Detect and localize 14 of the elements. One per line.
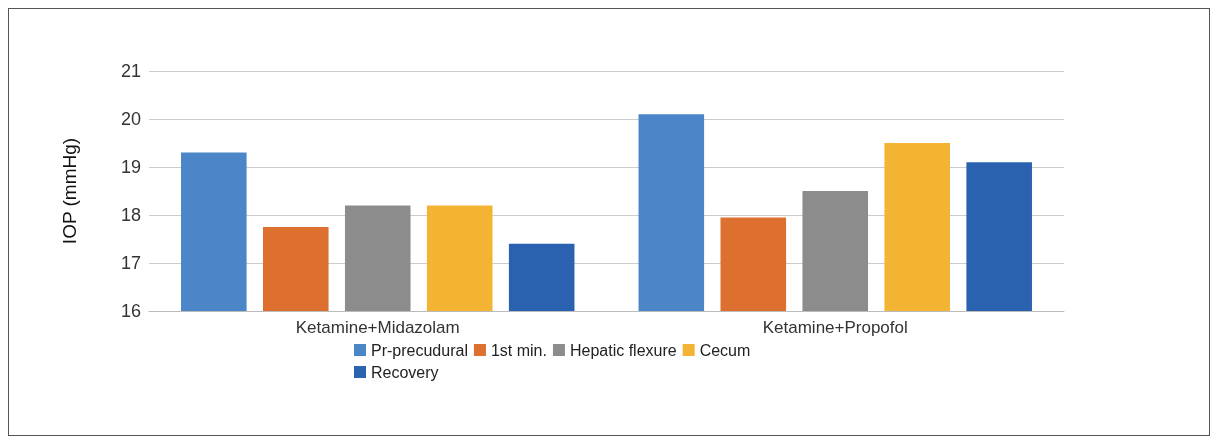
legend-label: Cecum [699, 341, 751, 359]
y-tick-label: 21 [120, 61, 141, 81]
y-tick-label: 17 [120, 253, 141, 273]
y-tick-label: 19 [120, 157, 141, 177]
x-tick-label: Ketamine+Propofol [762, 318, 908, 337]
legend-label: Hepatic flexure [569, 341, 677, 359]
legend-label: 1st min. [490, 341, 547, 359]
legend-label: Pr-precudural [371, 341, 468, 359]
y-tick-label: 20 [120, 109, 141, 129]
y-tick-label: 16 [120, 301, 141, 321]
x-tick-label: Ketamine+Midazolam [295, 318, 460, 337]
y-tick-label: 18 [120, 205, 141, 225]
y-axis-title: IOP (mmHg) [59, 137, 80, 245]
legend-label: Recovery [371, 363, 439, 381]
